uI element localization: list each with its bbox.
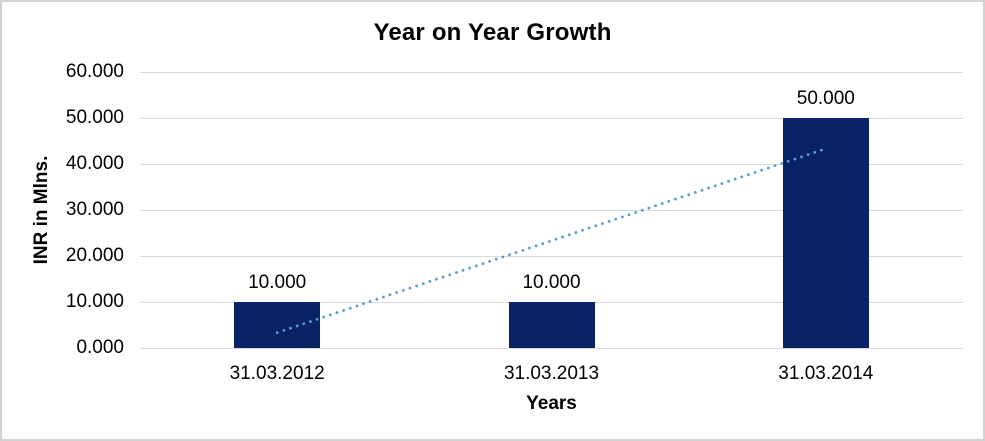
y-tick-label: 0.000 xyxy=(76,337,124,358)
x-tick-label: 31.03.2013 xyxy=(503,363,600,384)
chart-title: Year on Year Growth xyxy=(373,19,612,46)
gridline xyxy=(140,163,963,165)
gridline xyxy=(140,255,963,257)
gridline xyxy=(140,117,963,119)
bar xyxy=(782,118,869,348)
x-axis-title: Years xyxy=(526,393,577,414)
x-tick-label: 31.03.2012 xyxy=(229,363,325,384)
y-tick-label: 20.000 xyxy=(65,245,124,266)
y-tick-label: 50.000 xyxy=(65,107,124,128)
bar-data-label: 10.000 xyxy=(522,272,581,293)
bar xyxy=(234,302,321,348)
gridline xyxy=(140,347,963,349)
gridline xyxy=(140,209,963,211)
bar xyxy=(508,302,595,348)
bar-data-label: 10.000 xyxy=(248,272,307,293)
y-tick-label: 30.000 xyxy=(65,199,124,220)
trendline xyxy=(275,147,828,335)
bar-data-label: 50.000 xyxy=(796,88,855,109)
x-tick-label: 31.03.2014 xyxy=(778,363,874,384)
y-tick-label: 10.000 xyxy=(65,291,124,312)
y-tick-label: 60.000 xyxy=(65,61,124,82)
plot-area: 10.000 10.000 50.000 xyxy=(140,71,963,349)
gridline xyxy=(140,71,963,73)
y-tick-label: 40.000 xyxy=(65,153,124,174)
